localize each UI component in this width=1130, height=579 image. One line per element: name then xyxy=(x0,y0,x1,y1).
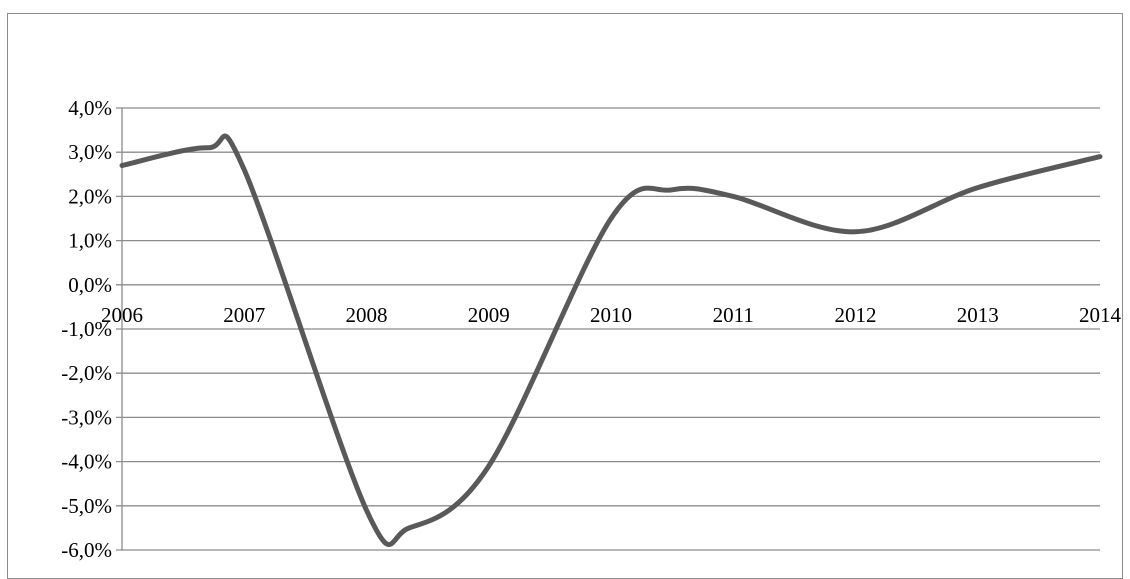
y-tick-label: -3,0% xyxy=(61,405,112,429)
y-tick-label: 4,0% xyxy=(68,96,112,120)
y-tick-label: -5,0% xyxy=(61,494,112,518)
x-tick-label: 2008 xyxy=(346,303,388,327)
y-tick-label: -6,0% xyxy=(61,538,112,562)
x-tick-label: 2010 xyxy=(590,303,632,327)
x-tick-label: 2007 xyxy=(223,303,265,327)
chart-frame xyxy=(7,13,1123,579)
x-tick-label: 2009 xyxy=(468,303,510,327)
y-tick-label: -4,0% xyxy=(61,450,112,474)
y-tick-labels: 4,0% 3,0% 2,0% 1,0% 0,0% -1,0% -2,0% -3,0% -4,0%… xyxy=(61,96,112,562)
x-tick-label: 2006 xyxy=(101,303,143,327)
series-line xyxy=(119,133,1103,547)
y-tick-label: 2,0% xyxy=(68,184,112,208)
x-tick-label: 2013 xyxy=(957,303,999,327)
x-tick-labels: 2006 2007 2008 2009 2010 2011 2012 2013 2014 xyxy=(101,303,1122,327)
y-tick-label: 0,0% xyxy=(68,273,112,297)
y-tick-label: -2,0% xyxy=(61,361,112,385)
y-tick-label: 1,0% xyxy=(68,229,112,253)
x-tick-label: 2011 xyxy=(713,303,754,327)
x-tick-label: 2012 xyxy=(835,303,877,327)
series-layer xyxy=(119,133,1103,547)
y-tick-label: 3,0% xyxy=(68,140,112,164)
y-tick-label: -1,0% xyxy=(61,317,112,341)
x-tick-label: 2014 xyxy=(1079,303,1122,327)
gridlines xyxy=(116,107,1100,551)
